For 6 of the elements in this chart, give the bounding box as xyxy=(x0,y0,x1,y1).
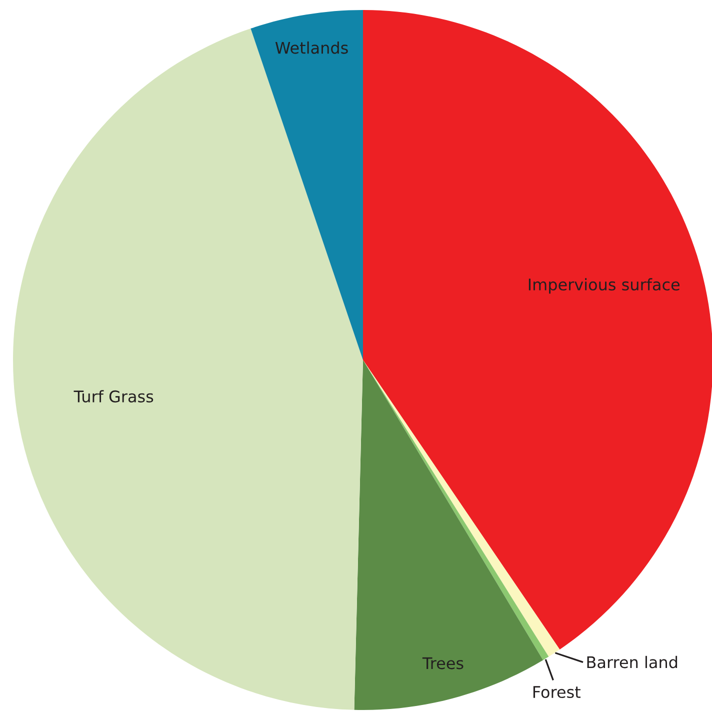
slice-label: Impervious surface xyxy=(528,278,680,294)
slice-label: Forest xyxy=(533,686,580,698)
slice-label: Trees xyxy=(422,657,464,670)
slice-label: Barren land xyxy=(587,656,678,668)
slice-label: Wetlands xyxy=(275,41,348,54)
slice-label: Turf Grass xyxy=(74,390,154,402)
